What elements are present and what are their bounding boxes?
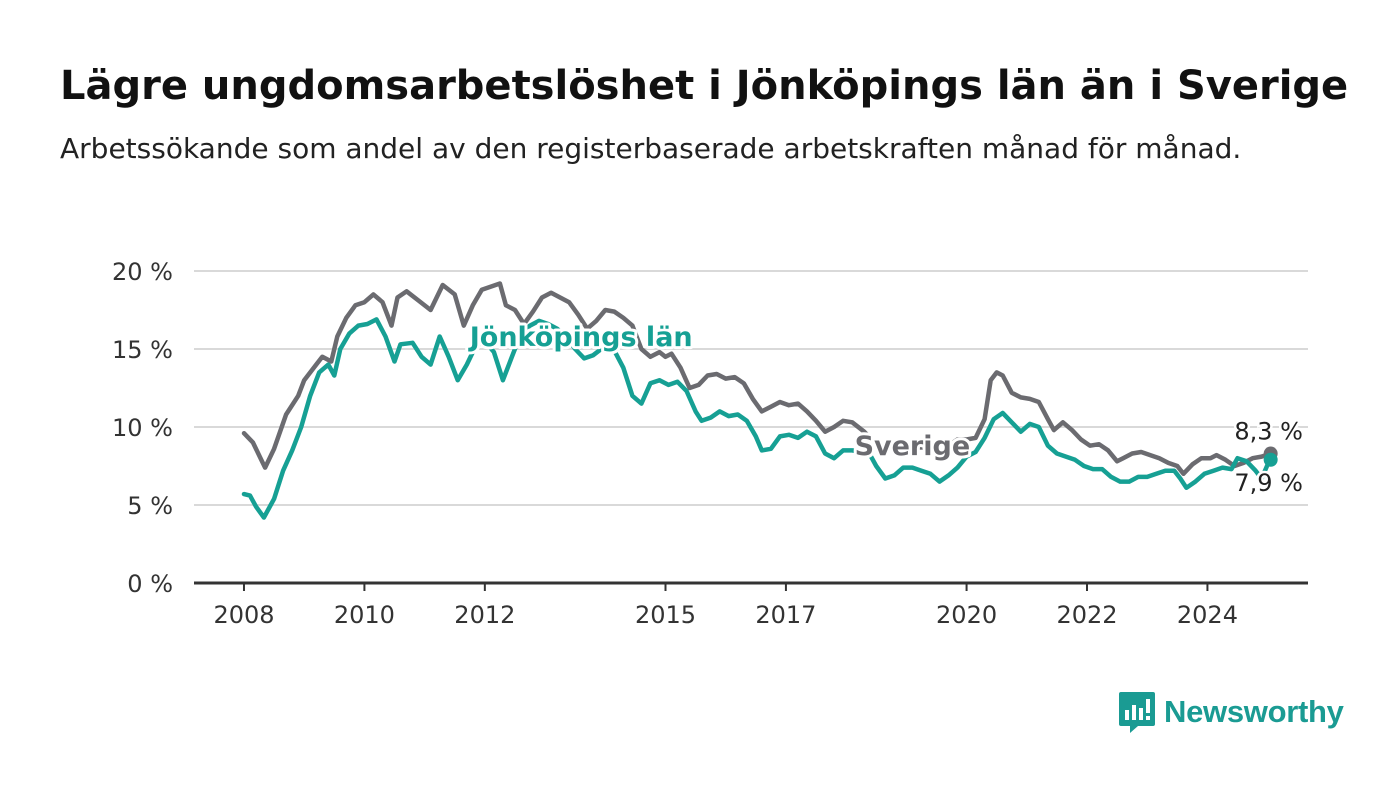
series-lines xyxy=(241,281,1273,520)
chart-labels: 8,3 % 7,9 % Jönköpings län Sverige xyxy=(465,319,1306,499)
x-tick-label: 2017 xyxy=(755,601,816,629)
brand-logo: Newsworthy xyxy=(1118,690,1344,734)
y-tick-label: 0 % xyxy=(127,570,173,598)
y-tick-label: 5 % xyxy=(127,492,173,520)
axes: 0 % 5 % 10 % 15 % 20 % 2008 2010 2012 2015 2017 20… xyxy=(112,258,1308,629)
x-tick-label: 2008 xyxy=(213,601,274,629)
y-tick-label: 15 % xyxy=(112,336,173,364)
grid-lines xyxy=(194,270,1308,506)
newsworthy-logo-icon xyxy=(1119,692,1155,733)
x-tick-label: 2020 xyxy=(936,601,997,629)
series-line-sverige xyxy=(241,281,1273,477)
series-label: Jönköpings län xyxy=(468,322,693,353)
brand-name: Newsworthy xyxy=(1164,694,1344,729)
x-tick-label: 2010 xyxy=(334,601,395,629)
x-tick-label: 2015 xyxy=(635,601,696,629)
chart-subtitle: Arbetssökande som andel av den registerb… xyxy=(60,132,1242,165)
series-label: Sverige xyxy=(855,431,971,462)
chart-title: Lägre ungdomsarbetslöshet i Jönköpings l… xyxy=(60,63,1349,109)
y-tick-label: 20 % xyxy=(112,258,173,286)
series-end-label: 7,9 % xyxy=(1234,469,1303,497)
series-end-label: 8,3 % xyxy=(1234,418,1303,446)
x-tick-label: 2012 xyxy=(454,601,515,629)
x-tick-label: 2024 xyxy=(1177,601,1238,629)
y-tick-label: 10 % xyxy=(112,414,173,442)
series-line-jönköpings-län xyxy=(241,317,1273,520)
x-tick-label: 2022 xyxy=(1056,601,1117,629)
series-end-marker xyxy=(1263,452,1278,467)
